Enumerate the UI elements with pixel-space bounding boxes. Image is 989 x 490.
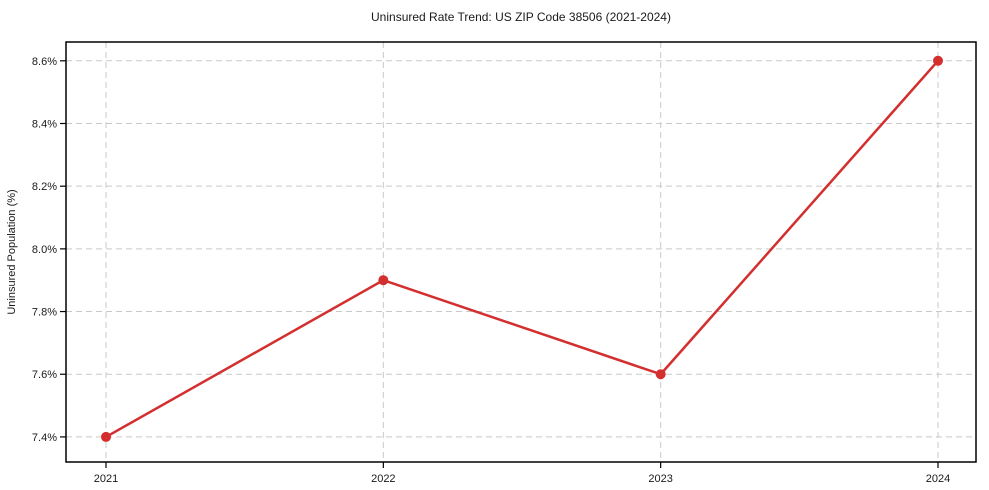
chart-title: Uninsured Rate Trend: US ZIP Code 38506 … (371, 10, 671, 24)
y-tick-label: 8.2% (32, 181, 57, 193)
data-point (101, 431, 111, 442)
x-tick-label: 2021 (94, 473, 118, 485)
data-point (378, 275, 389, 286)
data-point (933, 55, 943, 66)
series-group (101, 55, 943, 442)
y-tick-label: 7.6% (32, 369, 57, 381)
data-point (655, 369, 666, 380)
x-tick-label: 2024 (926, 473, 950, 485)
y-tick-label: 8.0% (32, 244, 57, 256)
gridlines (66, 42, 976, 462)
plot-border (65, 41, 977, 463)
trend-line (104, 59, 940, 439)
x-tick-label: 2023 (648, 473, 672, 485)
axis-ticks: 7.4% 7.6% 7.8% 8.0% 8.2% 8.4% 8.6% 2021 2022 2023… (32, 56, 950, 485)
y-axis-label: Uninsured Population (%) (6, 189, 18, 314)
x-tick-label: 2022 (371, 473, 395, 485)
y-tick-label: 8.4% (32, 118, 57, 130)
y-tick-label: 7.8% (32, 307, 57, 319)
y-tick-label: 7.4% (32, 432, 57, 444)
y-tick-label: 8.6% (32, 56, 57, 68)
